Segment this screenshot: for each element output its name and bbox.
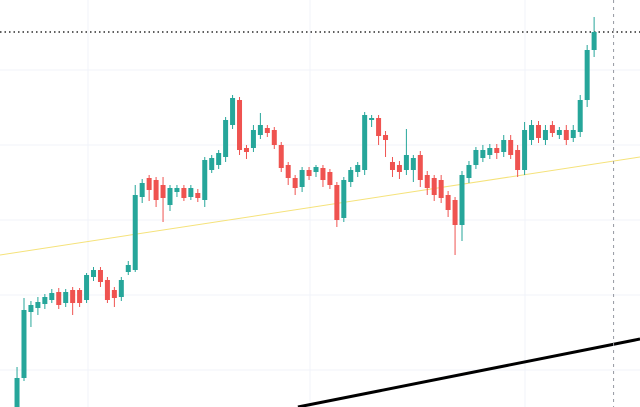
candle-body	[195, 193, 201, 198]
candle-body	[389, 162, 395, 170]
candle-body	[362, 115, 368, 170]
candle-body	[417, 155, 423, 180]
candle-body	[431, 178, 437, 195]
trend-line	[0, 156, 640, 256]
candle-body	[522, 130, 528, 170]
candle-body	[243, 148, 249, 152]
candle-body	[292, 178, 298, 188]
trend-line	[297, 337, 640, 407]
candle-body	[501, 140, 507, 152]
candle-body	[563, 130, 569, 140]
candle-body	[341, 180, 347, 218]
candle-body	[438, 180, 444, 198]
candle-body	[160, 185, 166, 198]
candle-body	[320, 168, 326, 180]
candle-body	[118, 280, 124, 297]
candle-body	[591, 32, 597, 50]
candle-body	[14, 378, 20, 407]
candle-body	[91, 270, 97, 277]
candle-body	[306, 170, 312, 176]
candle-body	[424, 175, 430, 188]
candle-body	[250, 130, 256, 148]
candle-body	[181, 188, 187, 198]
candle-body	[21, 310, 27, 378]
candle-body	[97, 270, 103, 282]
candle-body	[188, 188, 194, 197]
candle-body	[452, 200, 458, 225]
candle-body	[376, 118, 382, 136]
candle-body	[56, 292, 62, 305]
candle-body	[167, 188, 173, 205]
candle-body	[264, 128, 270, 133]
candle-body	[223, 120, 229, 157]
candle-body	[348, 170, 354, 182]
candle-body	[549, 125, 555, 133]
candle-body	[577, 100, 583, 132]
candle-body	[369, 118, 375, 120]
candle-body	[271, 130, 277, 145]
candle-body	[396, 165, 402, 172]
candle-body	[445, 195, 451, 210]
candle-body	[313, 167, 319, 172]
candle-body	[466, 165, 472, 178]
candle-body	[299, 170, 305, 187]
candle-body	[146, 178, 152, 190]
candle-body	[209, 158, 215, 170]
candle-body	[42, 297, 48, 304]
candle-body	[383, 135, 389, 140]
candle-body	[237, 100, 243, 150]
candle-body	[515, 150, 521, 170]
candle-body	[278, 145, 284, 168]
candle-body	[84, 275, 90, 300]
candle-body	[570, 130, 576, 138]
candle-body	[174, 188, 180, 192]
candle-body	[63, 292, 69, 303]
candle-body	[77, 290, 83, 303]
candle-body	[153, 180, 159, 200]
candle-body	[403, 155, 409, 170]
candle-body	[139, 183, 145, 197]
candle-body	[111, 290, 117, 298]
candle-body	[410, 158, 416, 170]
candle-body	[35, 302, 41, 308]
candle-body	[494, 148, 500, 153]
candle-body	[202, 160, 208, 200]
candle-body	[473, 150, 479, 165]
candle-body	[584, 50, 590, 100]
candle-body	[334, 185, 340, 220]
candle-body	[459, 175, 465, 225]
candle-body	[327, 172, 333, 185]
candle-body	[125, 265, 131, 272]
candle-body	[535, 125, 541, 138]
candle-body	[508, 140, 514, 155]
candle-body	[529, 125, 535, 140]
candle-body	[257, 125, 263, 135]
candle-body	[285, 165, 291, 178]
candle-body	[132, 195, 138, 270]
candle-body	[480, 150, 486, 158]
candle-body	[104, 280, 110, 300]
candle-body	[556, 130, 562, 135]
candle-body	[355, 165, 361, 172]
candle-body	[542, 130, 548, 140]
candle-body	[70, 290, 76, 303]
candle-body	[28, 305, 34, 312]
candle-body	[487, 148, 493, 155]
candle-body	[216, 153, 222, 165]
candle-body	[49, 293, 55, 300]
candle-body	[230, 98, 236, 125]
